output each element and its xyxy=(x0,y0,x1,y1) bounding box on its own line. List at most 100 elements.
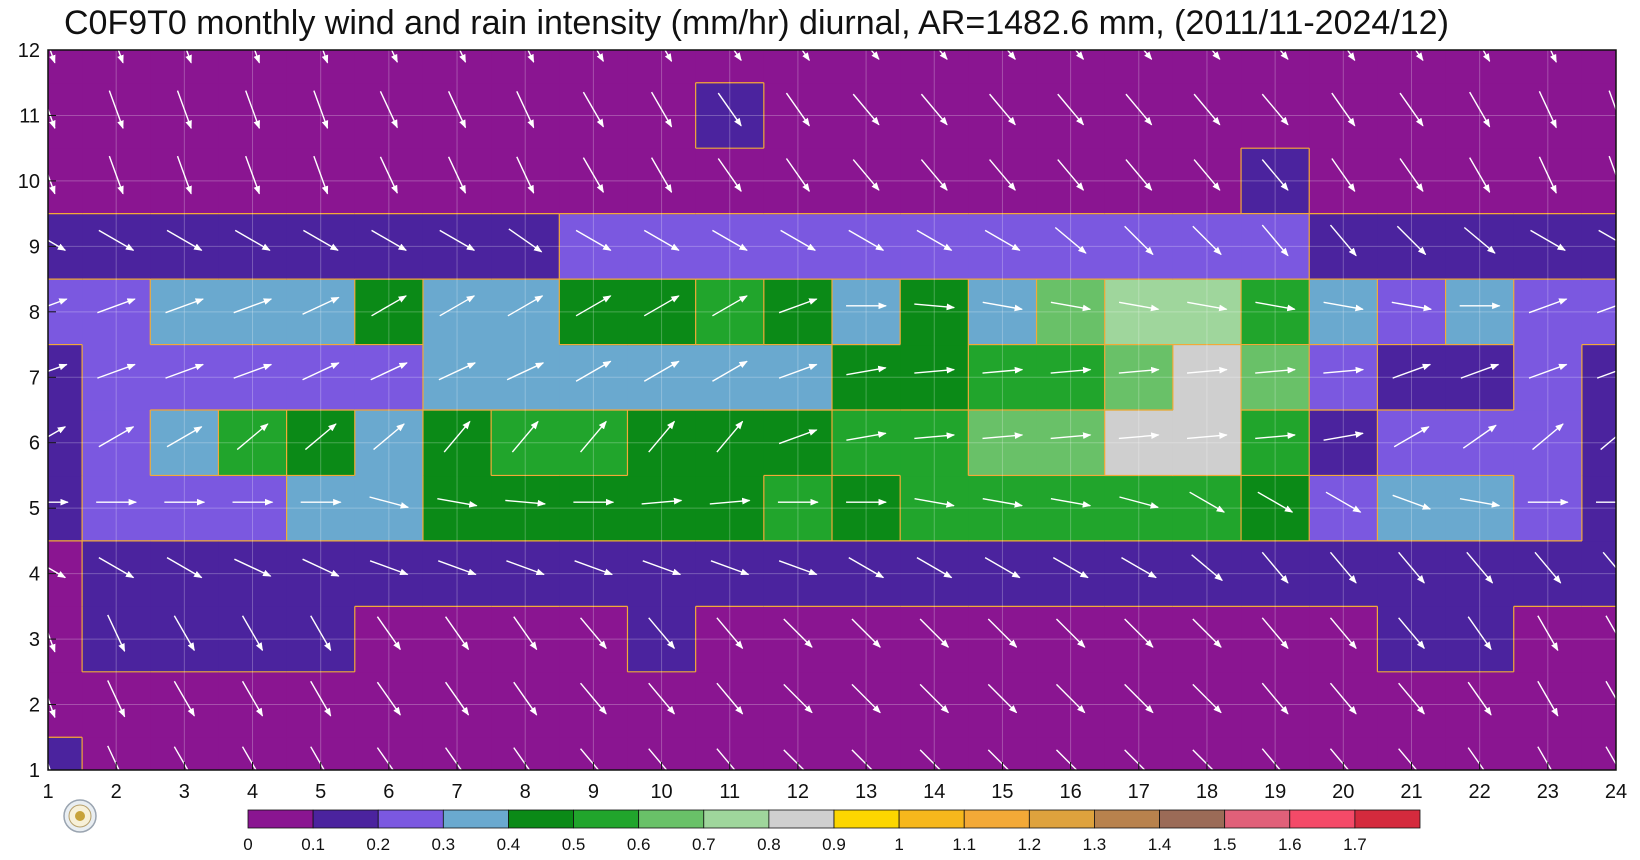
heatmap-cell xyxy=(695,82,765,149)
x-tick-label: 9 xyxy=(588,781,599,803)
heatmap-cell xyxy=(1241,148,1310,215)
wind-arrow xyxy=(1528,363,1568,379)
heatmap-cell xyxy=(900,50,969,84)
heatmap-cell xyxy=(900,410,969,477)
wind-arrow xyxy=(920,93,948,126)
heatmap-cell xyxy=(1036,82,1106,149)
colorbar-swatch xyxy=(1224,809,1291,829)
wind-arrow xyxy=(1192,618,1222,648)
wind-arrow xyxy=(439,295,476,317)
wind-arrow xyxy=(302,296,340,315)
wind-arrow xyxy=(379,156,398,194)
wind-arrow xyxy=(1538,91,1557,129)
heatmap-cell xyxy=(286,82,356,149)
heatmap-cell xyxy=(695,606,765,673)
heatmap-cell xyxy=(1172,213,1242,280)
heatmap-cell xyxy=(1241,344,1310,411)
heatmap-cell xyxy=(218,606,288,673)
wind-arrow xyxy=(313,155,329,195)
y-tick-label: 7 xyxy=(29,367,40,389)
heatmap-cell xyxy=(695,213,765,280)
heatmap-cell xyxy=(150,671,220,738)
wind-arrow xyxy=(1460,363,1500,379)
heatmap-cell xyxy=(1513,213,1583,280)
heatmap-cell xyxy=(82,279,151,346)
heatmap-cell xyxy=(1377,410,1447,477)
heatmap-cell xyxy=(1241,671,1310,738)
colorbar: 0 0.1 0.2 0.3 0.4 0.5 0.6 0.7 0.8 0.9 1 1.1 1.2 1.3 1.… xyxy=(243,809,1421,854)
heatmap-cell xyxy=(1377,279,1447,346)
wind-arrow xyxy=(582,91,604,128)
wind-arrow xyxy=(165,363,204,379)
heatmap-cell xyxy=(627,410,697,477)
wind-arrow xyxy=(370,362,408,381)
heatmap-cell xyxy=(286,606,356,673)
heatmap-cell xyxy=(1309,540,1378,607)
heatmap-cell xyxy=(1309,82,1378,149)
wind-arrow xyxy=(48,107,56,130)
wind-arrow xyxy=(98,229,135,251)
wind-arrow xyxy=(914,366,956,374)
heatmap-cell xyxy=(900,148,969,215)
wind-arrow xyxy=(173,680,195,717)
heatmap-cell xyxy=(1309,148,1378,215)
wind-arrow xyxy=(920,159,948,191)
heatmap-cell xyxy=(1172,50,1242,84)
heatmap-cell xyxy=(1445,50,1515,84)
heatmap-cell xyxy=(1445,606,1515,673)
wind-arrow xyxy=(1006,50,1016,60)
heatmap-cell xyxy=(1513,410,1583,477)
heatmap-cell xyxy=(695,279,765,346)
wind-arrow xyxy=(166,229,203,251)
wind-arrow xyxy=(1052,557,1089,579)
heatmap-cell xyxy=(695,148,765,215)
heatmap-cell xyxy=(559,213,629,280)
heatmap-cell xyxy=(968,344,1038,411)
colorbar-swatch xyxy=(247,809,314,829)
heatmap-cell xyxy=(1309,410,1378,477)
heatmap-cell xyxy=(1377,50,1447,84)
heatmap-cell xyxy=(627,82,697,149)
wind-arrow xyxy=(376,616,401,651)
x-axis-ticks: 1 2 3 4 5 6 7 8 9 10 11 12 13 14 15 16 17 18 19 20 21 22 23 24 xyxy=(42,762,1627,803)
colorbar-label: 0.5 xyxy=(562,835,586,854)
wind-arrow xyxy=(1398,551,1425,584)
wind-arrow xyxy=(1261,682,1289,715)
heatmap-cell xyxy=(1513,671,1583,738)
heatmap-cell xyxy=(218,213,288,280)
heatmap-cell xyxy=(1513,344,1583,411)
heatmap-cell xyxy=(491,148,560,215)
heatmap-cell xyxy=(422,148,492,215)
wind-arrow xyxy=(1329,551,1357,584)
wind-arrow xyxy=(938,50,948,60)
heatmap-cell xyxy=(1513,50,1583,84)
y-tick-label: 5 xyxy=(29,498,40,520)
heatmap-cell xyxy=(1513,148,1583,215)
heatmap-cell xyxy=(559,82,629,149)
colorbar-swatch xyxy=(312,809,379,829)
heatmap-cell xyxy=(218,410,288,477)
heatmap-cell xyxy=(1036,410,1106,477)
wind-arrow xyxy=(98,426,135,448)
wind-arrow xyxy=(650,91,673,128)
heatmap-cell xyxy=(832,475,901,542)
heatmap-cell xyxy=(491,606,560,673)
heatmap-cell xyxy=(832,148,901,215)
wind-arrow xyxy=(165,298,204,314)
wind-arrow xyxy=(1193,159,1221,191)
wind-arrow xyxy=(508,228,543,253)
wind-arrow xyxy=(1605,615,1616,635)
wind-arrow xyxy=(1193,93,1221,126)
heatmap-cell xyxy=(832,213,901,280)
wind-arrow xyxy=(641,497,683,505)
wind-arrow xyxy=(989,159,1016,191)
x-tick-label: 1 xyxy=(42,781,53,803)
wind-arrow xyxy=(1398,682,1425,715)
colorbar-label: 1.1 xyxy=(952,835,976,854)
heatmap-cell xyxy=(695,344,765,411)
wind-arrow xyxy=(376,681,401,716)
heatmap-cell xyxy=(491,50,560,84)
x-tick-label: 6 xyxy=(383,781,394,803)
wind-arrow xyxy=(984,557,1021,579)
